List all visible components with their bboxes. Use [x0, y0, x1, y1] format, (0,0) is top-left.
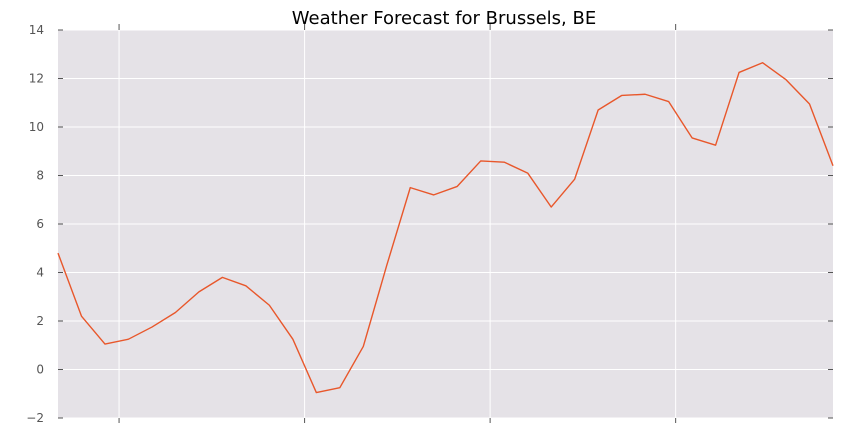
series-line-0: [57, 62, 834, 394]
series-layer: [57, 62, 834, 394]
y-tick-label: 4: [36, 266, 44, 280]
y-tick-label: 6: [36, 217, 44, 231]
y-tick-label: 0: [36, 363, 44, 377]
y-tick-label: 12: [29, 72, 44, 86]
axis-ticks: [58, 24, 833, 423]
grid-lines: [58, 29, 833, 419]
tick-labels: −2 0 2 4 6 8 10 12 14: [26, 23, 44, 423]
chart-title: Weather Forecast for Brussels, BE: [292, 8, 596, 29]
y-tick-label: −2: [26, 411, 44, 423]
y-tick-label: 14: [29, 23, 44, 37]
y-tick-label: 8: [36, 169, 44, 183]
y-tick-label: 2: [36, 314, 44, 328]
y-tick-label: 10: [29, 120, 44, 134]
